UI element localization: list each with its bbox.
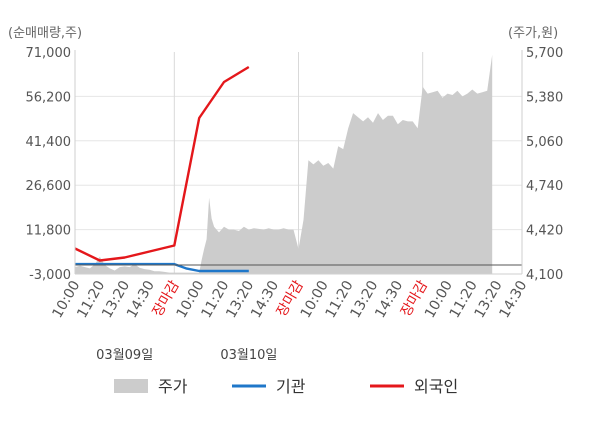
right-axis-unit: (주가,원) [508,26,558,41]
left-tick-label: -3,000 [29,268,71,283]
left-tick-label: 11,800 [26,224,72,239]
right-tick-label: 5,060 [526,135,563,150]
right-tick-label: 4,100 [526,268,563,283]
foreigner-line [74,65,250,262]
left-tick-label: 56,200 [26,90,72,105]
right-tick-label: 4,740 [526,179,563,194]
legend-label: 외국인 [414,377,458,396]
left-tick-label: 41,400 [26,135,72,150]
right-tick-label: 5,700 [526,46,563,61]
price-area-layer [75,54,493,274]
date-label: 03월09일 [96,348,153,363]
left-tick-label: 71,000 [26,46,72,61]
left-tick-label: 26,600 [26,179,72,194]
legend-label: 기관 [276,377,306,396]
right-tick-label: 4,420 [526,224,563,239]
right-tick-label: 5,380 [526,90,563,105]
left-axis-unit: (순매매량,주) [8,26,82,41]
date-label: 03월10일 [220,348,277,363]
price-area [75,54,493,274]
legend-swatch-price [114,379,148,393]
legend: 주가 기관 외국인 [114,377,458,396]
legend-label: 주가 [158,377,188,396]
institution-line [75,262,249,273]
flow-lines-layer [74,65,250,273]
